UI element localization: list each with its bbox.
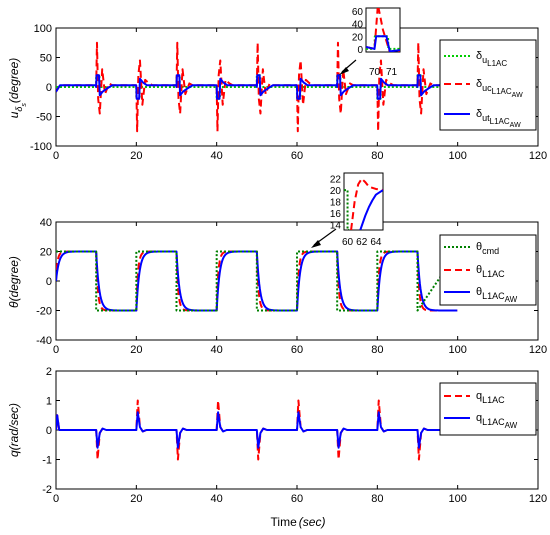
y-tick-label: 2 <box>46 366 52 378</box>
inset-series-theta-l1ac-aw <box>359 189 383 230</box>
x-tick-label: 60 <box>291 344 303 356</box>
y-tick-label: 1 <box>46 396 52 408</box>
y-tick-label: -40 <box>36 335 52 347</box>
x-tick-label: 120 <box>529 150 547 162</box>
inset-x-tick-label: 70 <box>369 67 381 78</box>
zoom-arrow-head <box>311 240 321 248</box>
x-tick-label: 0 <box>53 150 59 162</box>
legend-label: δutL1ACAW <box>476 108 521 129</box>
x-tick-label: 60 <box>291 493 303 505</box>
x-tick-label: 100 <box>448 344 466 356</box>
inset-series-theta-cmd <box>344 189 349 230</box>
series-line-delta-ut <box>56 74 458 100</box>
y-tick-label: -1 <box>42 455 52 467</box>
x-tick-label: 60 <box>291 150 303 162</box>
inset-y-tick-label: 60 <box>352 7 364 18</box>
inset-x-tick-label: 60 <box>342 237 354 248</box>
x-tick-label: 20 <box>130 344 142 356</box>
legend-label: θL1ACAW <box>476 286 518 304</box>
inset-y-tick-label: 18 <box>330 198 342 209</box>
series-group <box>56 250 459 312</box>
panel-pitch-angle: 0 20 40 60 80 100 120 40 20 0 -20 -40 θcmd θL1AC θL1AC… <box>36 172 547 356</box>
x-tick-label: 0 <box>53 344 59 356</box>
y-tick-label: 0 <box>46 82 52 94</box>
inset-x-tick-label: 64 <box>370 237 382 248</box>
legend-label: qL1AC <box>476 390 505 405</box>
x-tick-label: 120 <box>529 344 547 356</box>
y-axis-label-3: q(rad/sec) <box>7 403 21 457</box>
y-tick-label: 20 <box>40 247 52 259</box>
series-line-theta-cmd <box>56 250 459 312</box>
y-axis-label-2: θ(degree) <box>7 256 21 308</box>
y-tick-label: 0 <box>46 425 52 437</box>
x-tick-label: 40 <box>211 150 223 162</box>
series-line-q-l1ac <box>56 399 458 461</box>
inset-x-tick-label: 71 <box>386 67 398 78</box>
x-axis-label: Time (sec) <box>271 515 326 529</box>
x-tick-label: 40 <box>211 344 223 356</box>
panel-pitch-rate: 0 20 40 60 80 100 120 2 1 0 -1 -2 qL1AC qL1ACAW <box>42 366 547 505</box>
series-group <box>56 399 458 461</box>
panel-control-deflection: 0 20 40 60 80 100 120100500-50-100δuL1ACδucL1A… <box>30 7 547 162</box>
x-tick-label: 80 <box>371 150 383 162</box>
legend-label: θL1AC <box>476 264 505 279</box>
y-tick-label: -2 <box>42 484 52 496</box>
inset-y-tick-label: 22 <box>330 175 342 186</box>
series-group <box>56 41 458 133</box>
y-tick-label: 50 <box>40 53 52 65</box>
x-tick-label: 40 <box>211 493 223 505</box>
legend-label: θcmd <box>476 241 499 256</box>
inset-y-tick-label: 40 <box>352 20 364 31</box>
x-tick-label: 0 <box>53 493 59 505</box>
x-tick-label: 100 <box>448 493 466 505</box>
legend-box <box>439 382 537 436</box>
x-tick-label: 120 <box>529 493 547 505</box>
x-tick-label: 100 <box>448 150 466 162</box>
x-tick-label: 80 <box>371 344 383 356</box>
inset-series-delta-ut <box>366 35 400 52</box>
legend-label: δucL1ACAW <box>476 78 523 99</box>
inset-y-tick-label: 16 <box>330 209 342 220</box>
inset-y-tick-label: 14 <box>330 220 342 231</box>
y-tick-label: -20 <box>36 306 52 318</box>
y-tick-label: 0 <box>46 276 52 288</box>
x-tick-label: 20 <box>130 150 142 162</box>
inset-y-tick-label: 0 <box>357 45 363 56</box>
series-line-q-l1ac-aw <box>56 411 458 449</box>
y-tick-label: 100 <box>34 23 52 35</box>
y-tick-label: -100 <box>30 141 52 153</box>
legend-label: qL1ACAW <box>476 412 518 430</box>
y-tick-label: -50 <box>36 112 52 124</box>
inset-y-tick-label: 20 <box>352 32 364 43</box>
inset-y-tick-label: 20 <box>330 186 342 197</box>
y-tick-label: 40 <box>40 217 52 229</box>
zoom-arrow-head <box>339 67 349 75</box>
x-tick-label: 80 <box>371 493 383 505</box>
inset-series-theta-l1ac <box>350 177 383 230</box>
y-axis-label-1: uδs(degree) <box>7 58 28 119</box>
x-tick-label: 20 <box>130 493 142 505</box>
legend-label: δuL1AC <box>476 50 507 68</box>
inset-x-tick-label: 62 <box>356 237 368 248</box>
